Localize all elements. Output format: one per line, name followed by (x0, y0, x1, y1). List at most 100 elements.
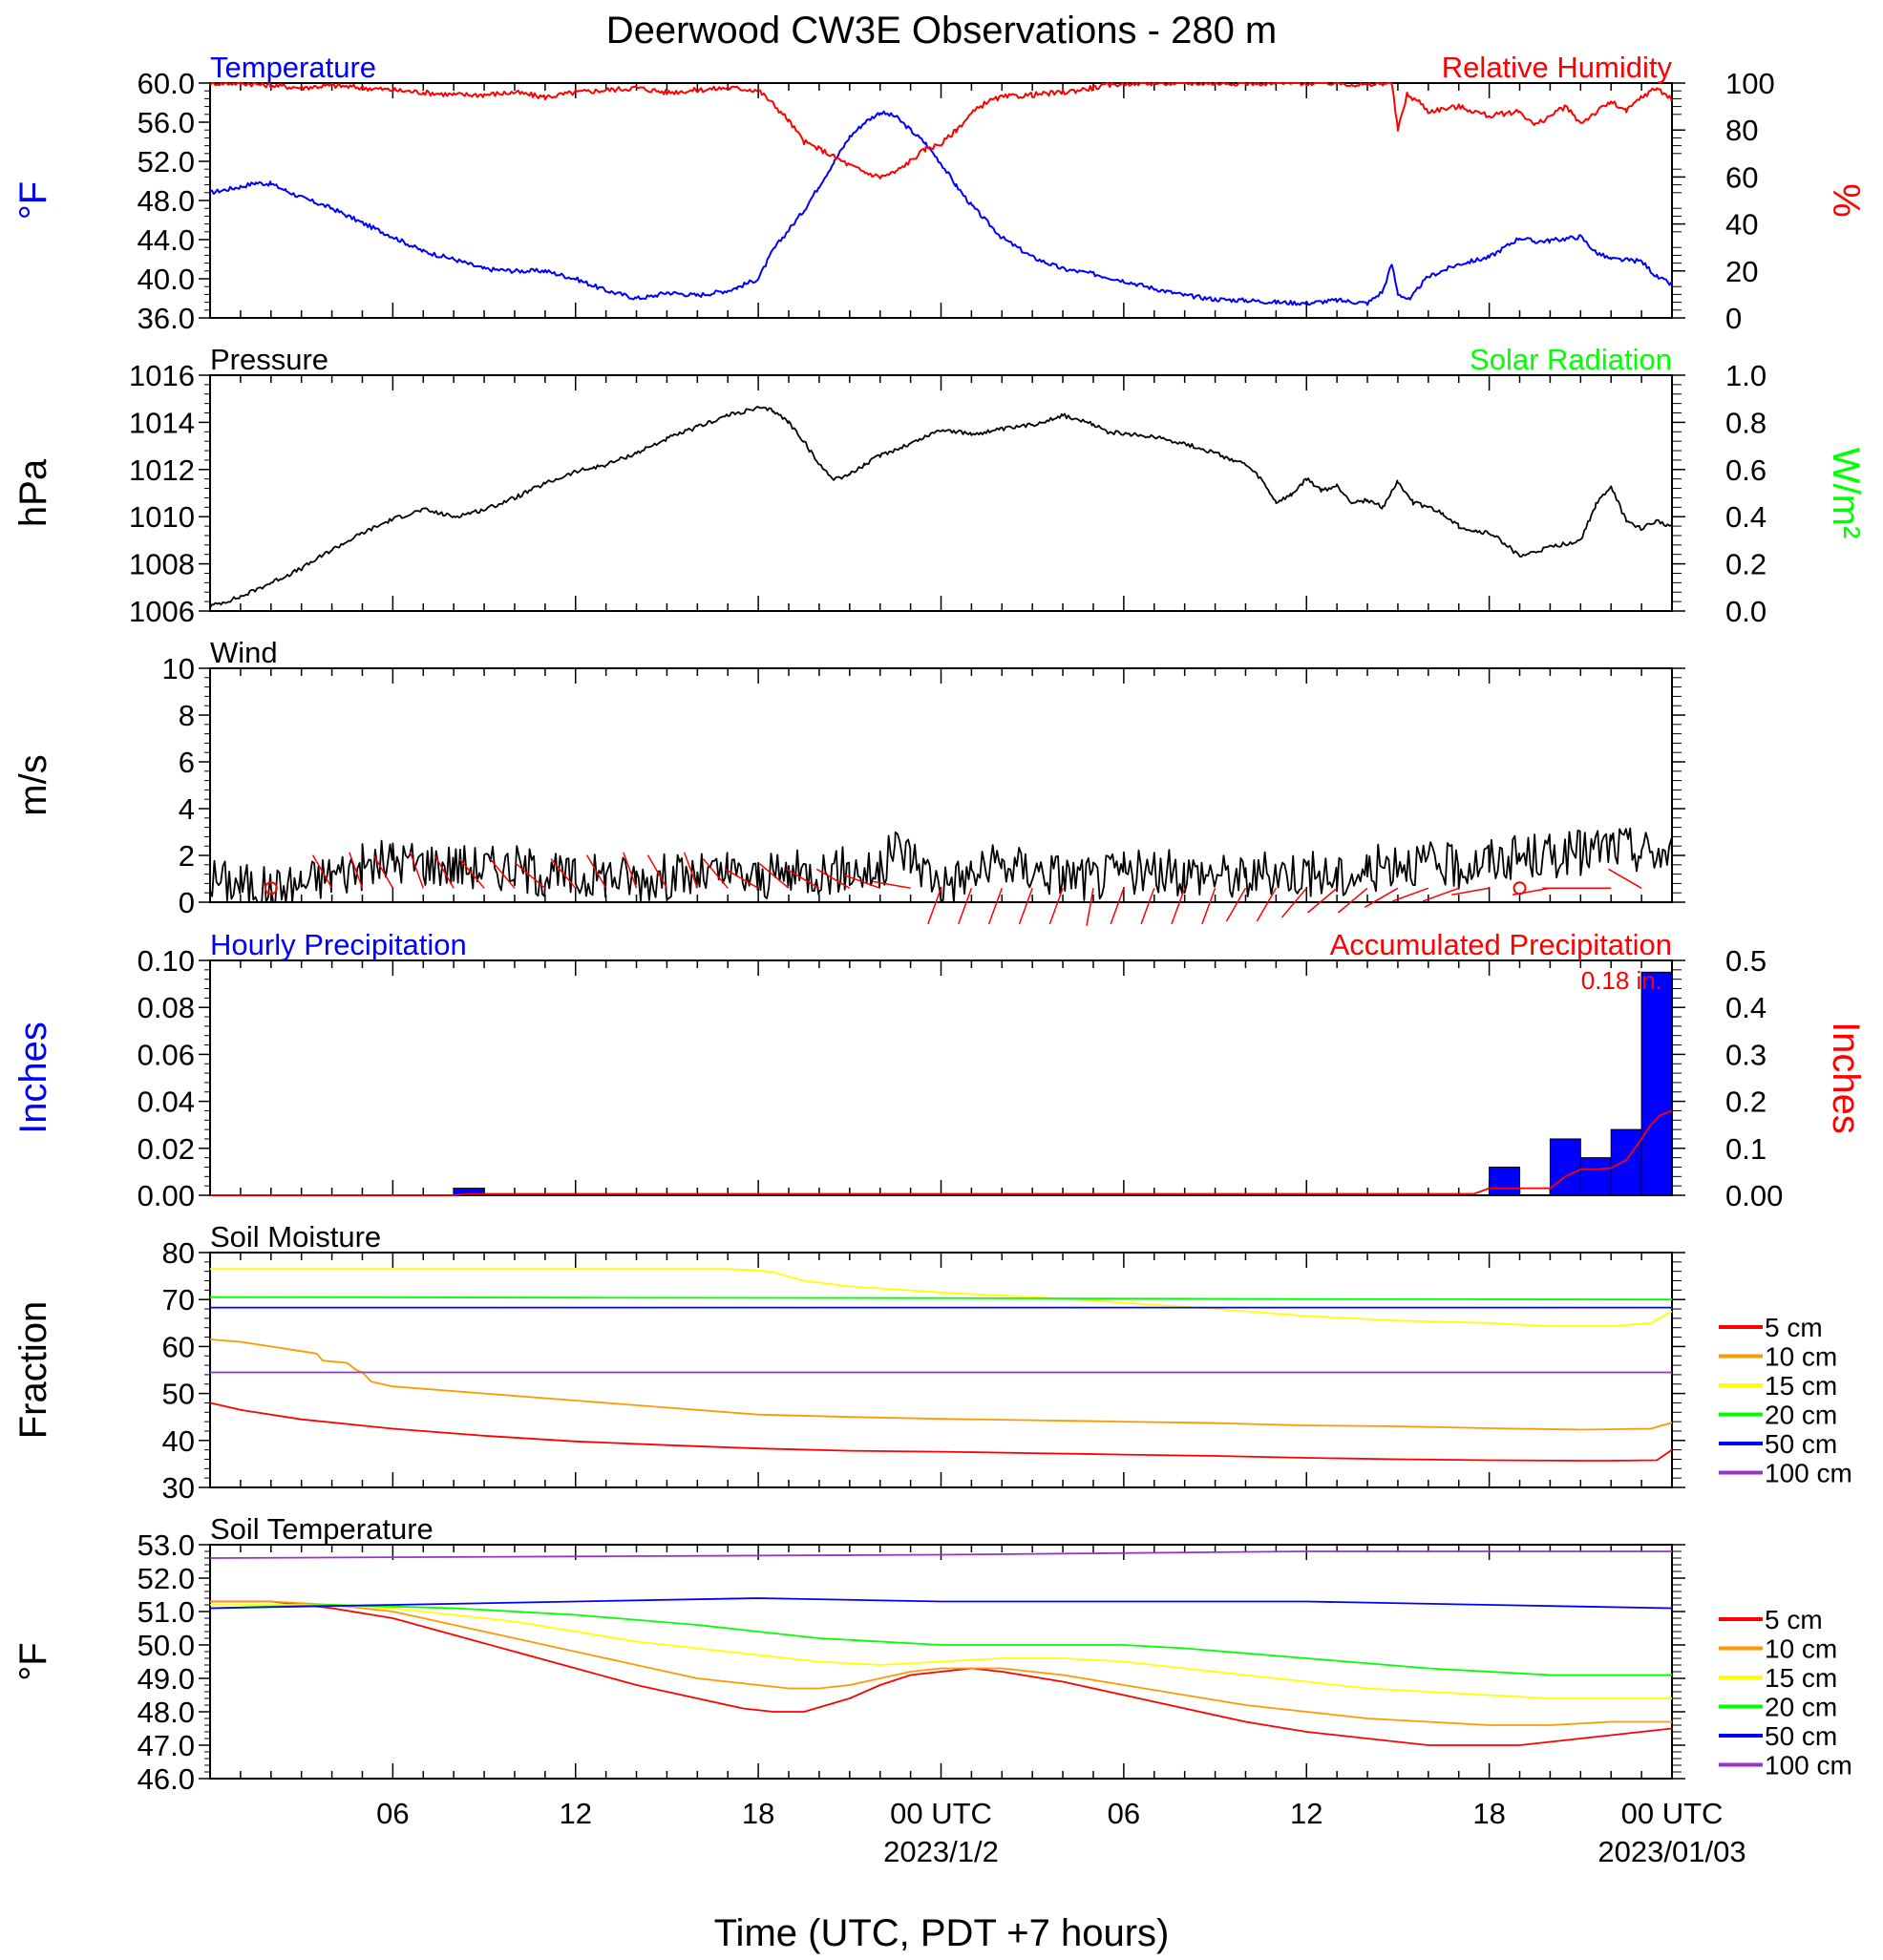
precip-bar (1640, 971, 1673, 1196)
wind-barb (1201, 888, 1217, 925)
series-line-accumulated-precipitation (210, 1109, 1673, 1196)
y-tick-label: 60.0 (138, 67, 195, 100)
x-tick-label: 18 (742, 1797, 774, 1830)
wind-barb (1608, 868, 1642, 889)
series-line-20-cm (209, 1604, 1672, 1676)
wind-barb (958, 888, 973, 925)
y-right-tick-label: 0.5 (1725, 944, 1767, 978)
series-line-15-cm (210, 1604, 1672, 1699)
wind-barb (927, 888, 942, 925)
legend-label: 10 cm (1765, 1342, 1837, 1372)
y-right-tick-label: 0.6 (1725, 453, 1767, 487)
panel-label-left: Hourly Precipitation (210, 928, 467, 961)
plot-frame (209, 959, 1673, 1196)
legend-label: 15 cm (1765, 1663, 1837, 1693)
y-tick-label: 1012 (129, 453, 195, 487)
y-tick-label: 0.08 (138, 991, 195, 1024)
wind-barb (758, 863, 790, 889)
x-tick-label: 12 (1290, 1797, 1322, 1830)
y-tick-label: 50 (162, 1378, 195, 1411)
y-axis-title-right: % (1825, 183, 1867, 218)
y-tick-label: 0.10 (138, 944, 195, 978)
series-line-wind (209, 827, 1673, 903)
wind-barb (987, 888, 1003, 925)
wind-barb (873, 880, 911, 890)
series-line-10-cm (209, 1338, 1673, 1431)
y-tick-label: 0.06 (138, 1038, 195, 1071)
y-right-tick-label: 0.2 (1725, 548, 1767, 581)
y-right-tick-label: 20 (1725, 255, 1758, 288)
panel-label-right: Solar Radiation (1470, 343, 1672, 376)
y-tick-label: 1010 (129, 500, 195, 534)
y-tick-label: 70 (162, 1283, 195, 1317)
x-tick-date-label: 2023/01/03 (1597, 1835, 1745, 1868)
wind-barb (458, 858, 485, 889)
wind-barb (683, 852, 699, 889)
precip-bar (453, 1188, 485, 1196)
precip-bar (1549, 1138, 1581, 1196)
panel-label-left: Pressure (210, 343, 328, 376)
y-right-tick-label: 0 (1725, 302, 1742, 335)
panel-label-left: Soil Temperature (210, 1512, 434, 1546)
y-tick-label: 46.0 (138, 1762, 195, 1796)
series-line-pressure (209, 406, 1673, 608)
wind-barb (1018, 888, 1033, 925)
wind-barb (311, 854, 333, 889)
wind-barb (1256, 887, 1278, 922)
y-tick-label: 56.0 (138, 106, 195, 139)
y-right-tick-label: 0.3 (1725, 1038, 1767, 1071)
legend-label: 15 cm (1765, 1371, 1837, 1401)
x-tick-date-label: 2023/1/2 (883, 1835, 999, 1868)
y-tick-label: 48.0 (138, 1696, 195, 1729)
x-tick-label: 06 (376, 1797, 409, 1830)
wind-barb (349, 852, 364, 889)
wind-barb (1337, 887, 1368, 914)
wind-barb (1110, 888, 1125, 925)
series-line-5-cm (210, 1600, 1673, 1746)
wind-barb (725, 868, 759, 889)
series-line-temperature (209, 110, 1673, 306)
y-tick-label: 49.0 (138, 1662, 195, 1696)
wind-barb (1422, 887, 1459, 902)
y-right-tick-label: 40 (1725, 208, 1758, 242)
y-right-tick-label: 0.00 (1725, 1179, 1783, 1212)
wind-barb (1307, 887, 1338, 914)
y-right-tick-label: 0.4 (1725, 500, 1767, 534)
y-right-tick-label: 0.0 (1725, 595, 1767, 628)
series-line-20-cm (209, 1296, 1673, 1301)
x-tick-label: 00 UTC (890, 1797, 992, 1830)
y-right-tick-label: 80 (1725, 114, 1758, 147)
series-line-100-cm (209, 1550, 1672, 1559)
y-right-tick-label: 0.8 (1725, 406, 1767, 439)
legend-label: 100 cm (1765, 1751, 1852, 1781)
legend-label: 100 cm (1765, 1459, 1852, 1488)
wind-barb (1391, 887, 1429, 902)
y-axis-title-right: W/m² (1825, 448, 1867, 539)
y-tick-label: 44.0 (138, 223, 195, 257)
legend-label: 20 cm (1765, 1693, 1837, 1722)
wind-barb (702, 858, 729, 889)
y-tick-label: 53.0 (138, 1528, 195, 1562)
wind-barb (1086, 888, 1094, 926)
y-tick-label: 48.0 (138, 184, 195, 218)
wind-barb (515, 863, 546, 889)
wind-barb (585, 854, 607, 889)
precip-bar (1610, 1128, 1642, 1196)
x-tick-label: 18 (1472, 1797, 1505, 1830)
x-tick-label: 06 (1108, 1797, 1140, 1830)
y-tick-label: 52.0 (138, 145, 195, 179)
y-right-tick-label: 0.1 (1725, 1132, 1767, 1166)
legend-label: 50 cm (1765, 1429, 1837, 1459)
y-tick-label: 1016 (129, 359, 195, 392)
wind-barb (550, 858, 577, 889)
wind-calm-marker (264, 881, 278, 896)
y-axis-title-left: °F (12, 181, 54, 220)
series-line-50-cm (209, 1597, 1673, 1610)
panel-label-right: Relative Humidity (1442, 51, 1673, 84)
legend-label: 5 cm (1765, 1605, 1823, 1634)
y-tick-label: 30 (162, 1471, 195, 1505)
accumulated-total-label: 0.18 in. (1581, 966, 1662, 995)
x-tick-label: 00 UTC (1621, 1797, 1724, 1830)
